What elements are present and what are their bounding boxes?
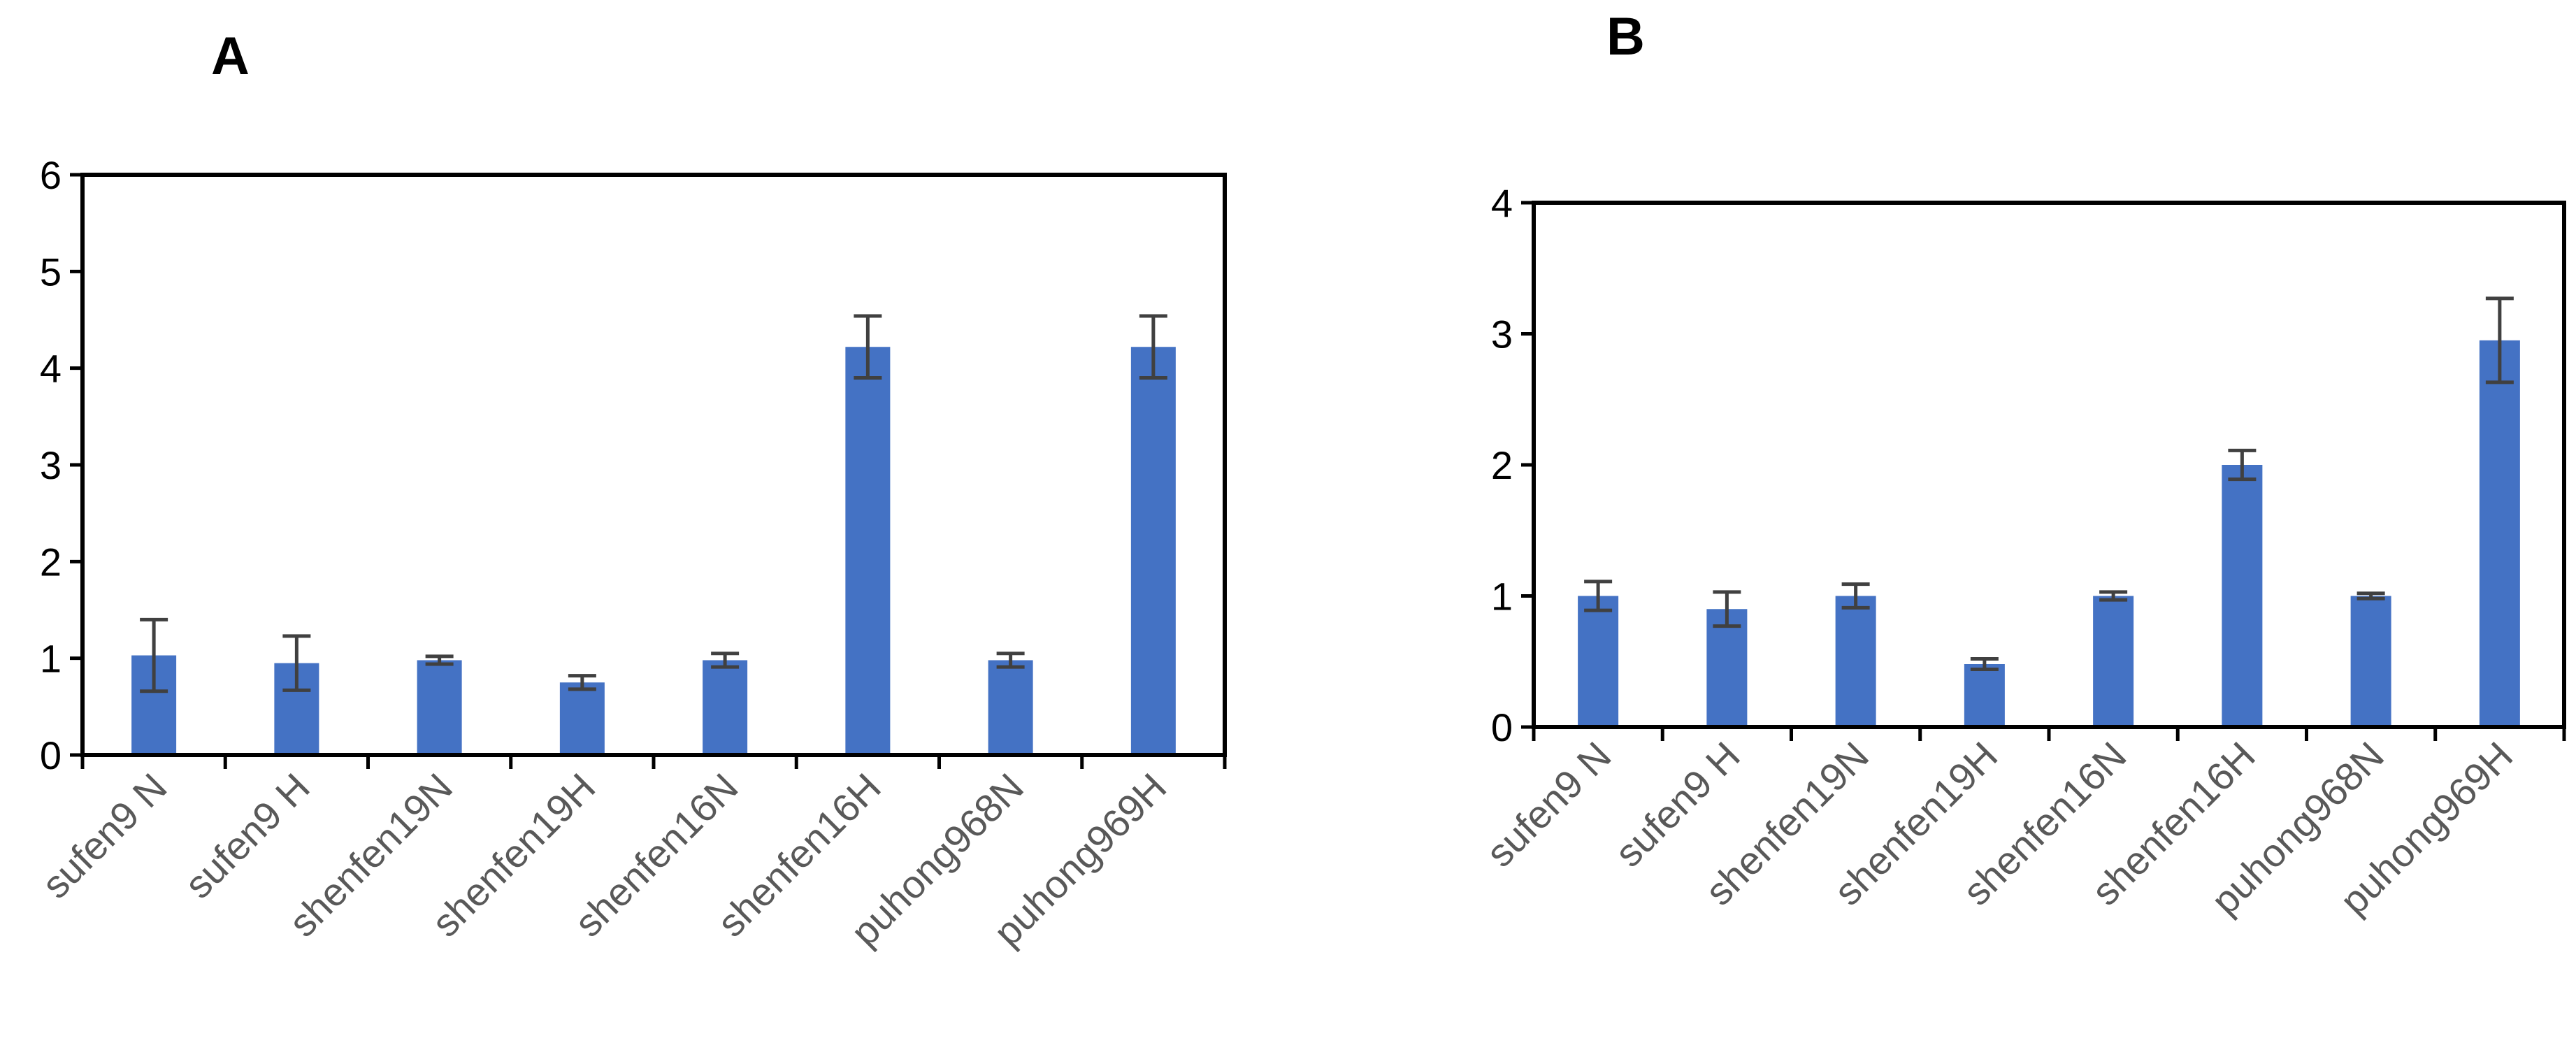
bar: [2479, 340, 2520, 727]
bar: [1706, 609, 1748, 727]
y-tick-label: 3: [1491, 312, 1513, 357]
y-tick-label: 3: [40, 443, 62, 487]
y-tick-label: 5: [40, 250, 62, 294]
bar: [1835, 596, 1876, 727]
bar: [1964, 664, 2005, 727]
y-tick-label: 4: [40, 347, 62, 391]
y-tick-label: 0: [40, 733, 62, 777]
y-tick-label: 2: [1491, 443, 1513, 487]
bar: [1130, 347, 1176, 755]
bar: [417, 660, 462, 755]
bar: [2222, 465, 2263, 727]
y-tick-label: 2: [40, 540, 62, 584]
plot-frame: [80, 173, 1227, 757]
x-tick-label: sufen9 N: [1478, 733, 1620, 875]
bar: [2093, 596, 2134, 727]
x-tick-label: sufen9 N: [34, 765, 175, 907]
bar: [988, 660, 1033, 755]
y-tick-label: 6: [40, 153, 62, 197]
y-tick-label: 4: [1491, 181, 1513, 225]
bar: [703, 660, 748, 755]
bar: [845, 347, 891, 755]
x-tick-label: sufen9 H: [176, 765, 318, 907]
bar: [1578, 596, 1619, 727]
y-tick-label: 1: [1491, 575, 1513, 619]
panel-label: A: [211, 27, 250, 86]
plot-frame: [1532, 201, 2566, 729]
bar: [2350, 596, 2391, 727]
bar: [559, 682, 605, 755]
y-tick-label: 1: [40, 637, 62, 681]
panel-label: B: [1606, 7, 1645, 66]
y-tick-label: 0: [1491, 705, 1513, 749]
